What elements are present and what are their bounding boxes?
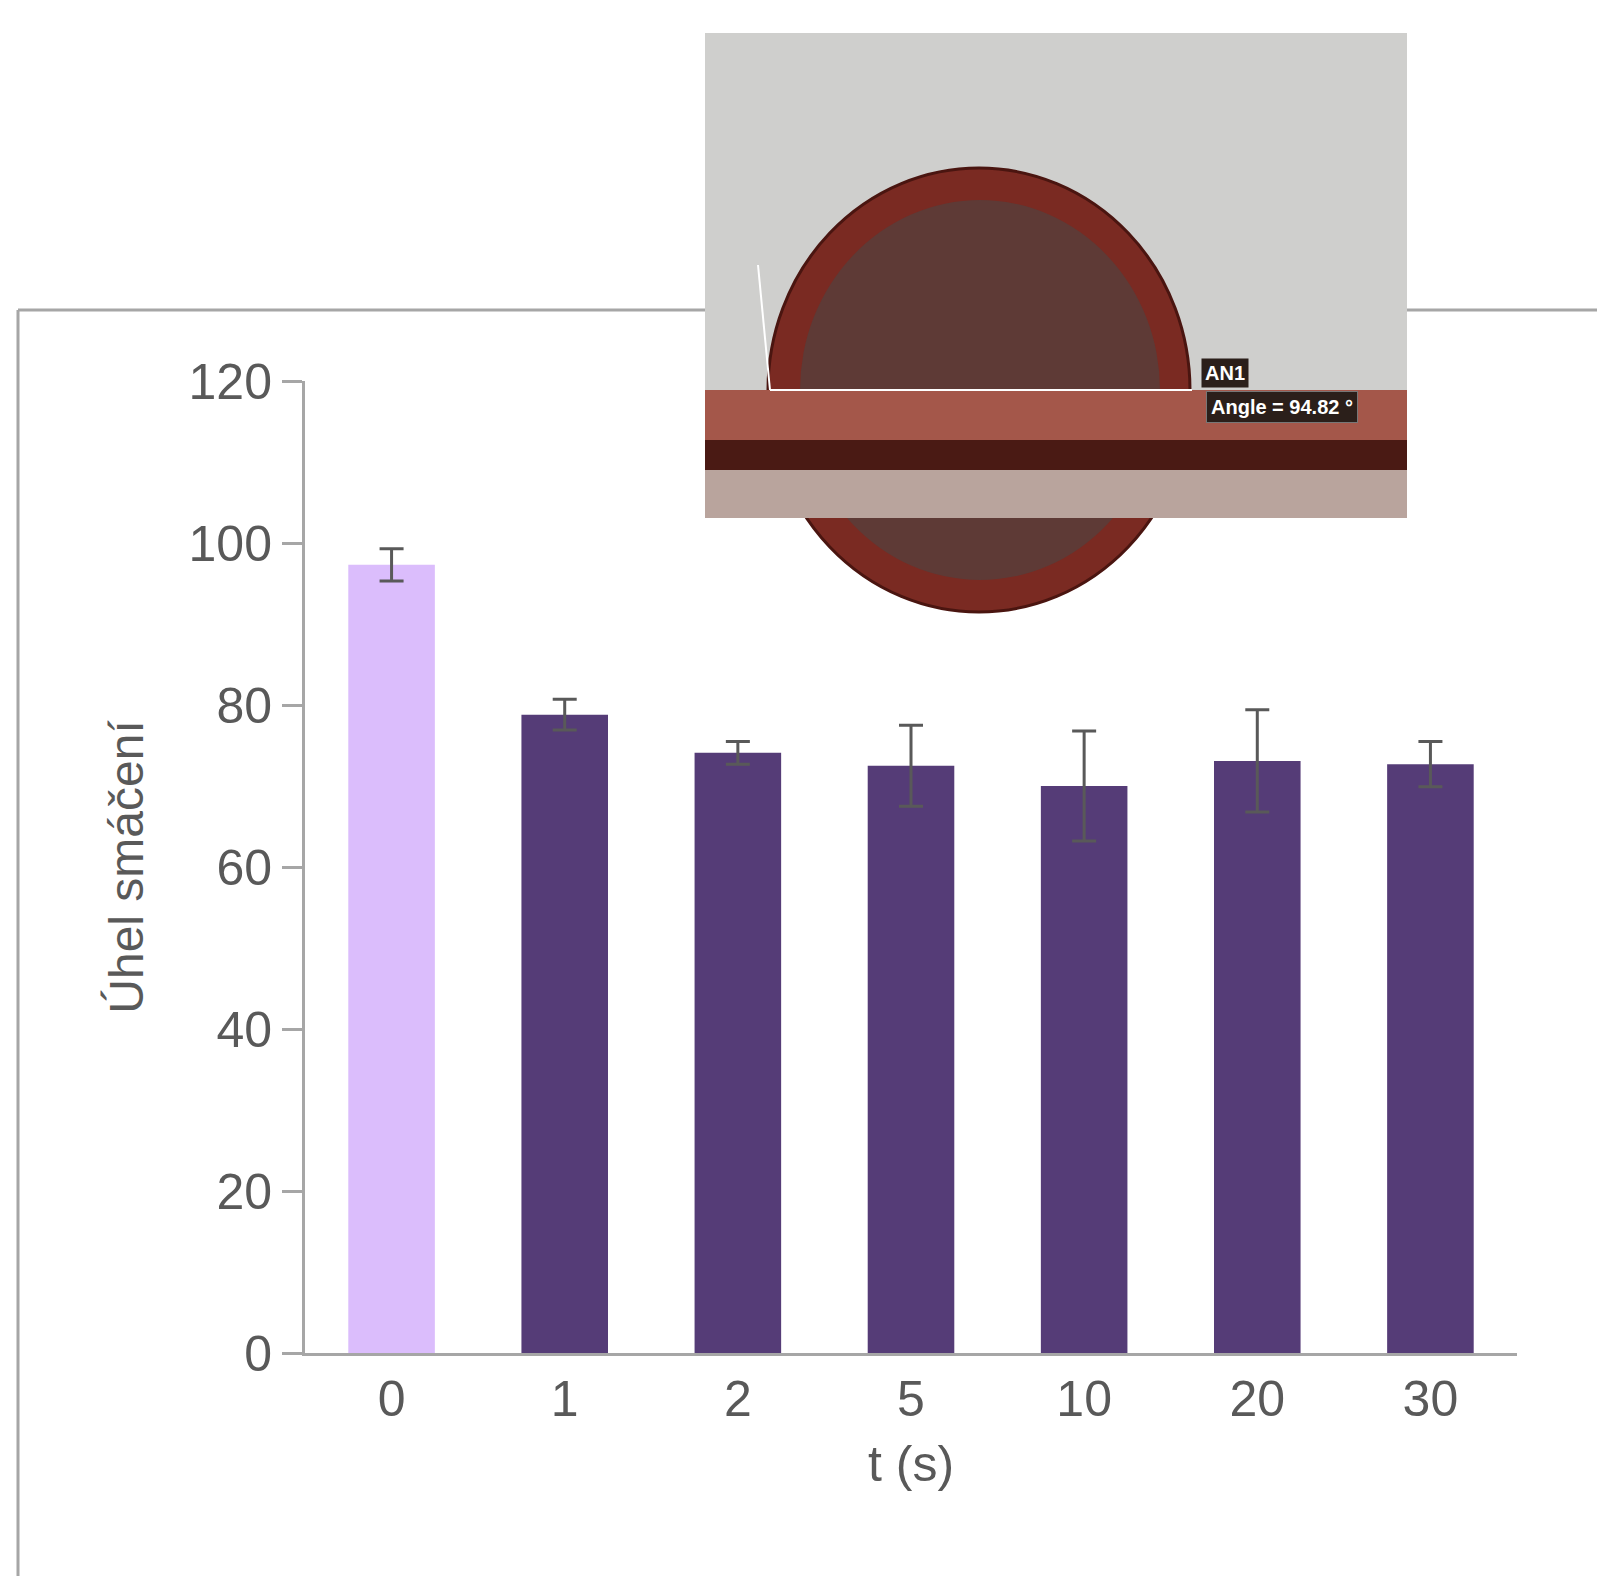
svg-text:1: 1 [551,1371,579,1427]
svg-text:Úhel smáčení: Úhel smáčení [100,720,153,1014]
svg-text:10: 10 [1056,1371,1112,1427]
svg-text:60: 60 [216,840,272,896]
svg-text:120: 120 [189,354,272,410]
svg-text:2: 2 [724,1371,752,1427]
svg-text:40: 40 [216,1002,272,1058]
svg-text:80: 80 [216,678,272,734]
svg-text:Angle = 94.82 °: Angle = 94.82 ° [1211,396,1353,418]
svg-text:5: 5 [897,1371,925,1427]
svg-text:AN1: AN1 [1205,362,1245,384]
svg-text:100: 100 [189,516,272,572]
svg-text:20: 20 [216,1164,272,1220]
svg-text:t (s): t (s) [868,1436,954,1492]
svg-text:20: 20 [1229,1371,1285,1427]
svg-text:0: 0 [378,1371,406,1427]
svg-text:0: 0 [244,1326,272,1382]
svg-text:30: 30 [1403,1371,1459,1427]
